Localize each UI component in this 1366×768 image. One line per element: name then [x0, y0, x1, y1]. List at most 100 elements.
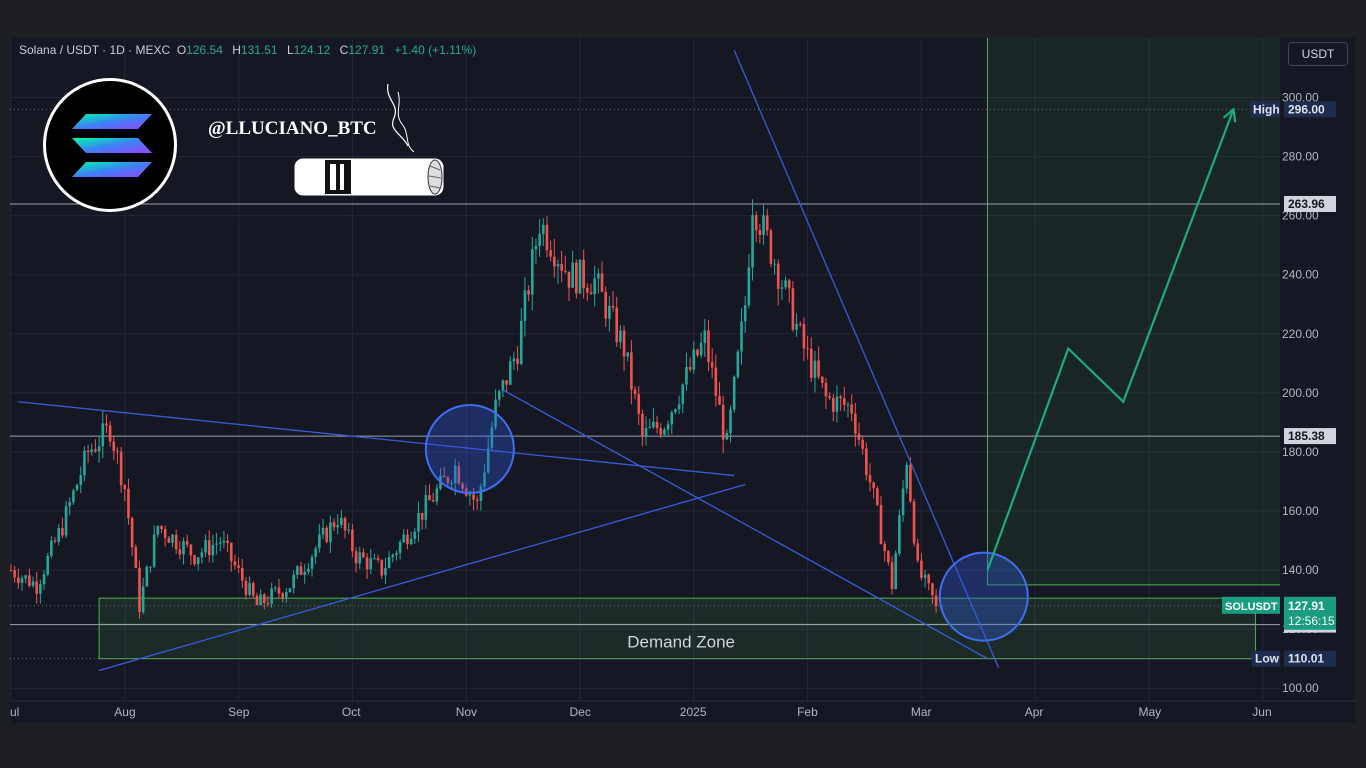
candle-body	[307, 568, 310, 572]
candle-body	[861, 439, 864, 449]
candle-body	[699, 342, 703, 356]
candle	[64, 500, 68, 539]
candle	[435, 484, 439, 506]
chart-panel[interactable]: Demand Zone100.00120.00140.00160.00180.0…	[10, 38, 1355, 723]
candle-body	[108, 425, 112, 442]
candle-body	[347, 529, 351, 531]
candle-body	[626, 352, 630, 357]
candle	[79, 466, 83, 494]
candle-body	[362, 552, 365, 558]
candle-body	[97, 446, 101, 452]
candle	[226, 533, 229, 552]
candle	[119, 447, 123, 493]
candle	[285, 588, 288, 603]
candle-body	[538, 234, 541, 246]
demand-zone-label: Demand Zone	[627, 632, 735, 651]
candle	[259, 589, 262, 606]
candle-body	[351, 529, 354, 552]
candle-body	[564, 270, 567, 272]
candle-body	[765, 215, 769, 231]
candle-body	[141, 586, 145, 613]
candle	[931, 582, 934, 604]
candle-body	[185, 541, 189, 545]
candle	[780, 280, 784, 301]
candle	[714, 354, 718, 407]
candle-body	[395, 552, 398, 555]
candle	[710, 348, 714, 379]
candle-body	[931, 583, 934, 596]
candle	[560, 250, 563, 283]
candle	[486, 436, 490, 474]
candle	[174, 529, 178, 554]
candle-body	[578, 259, 582, 294]
candle-body	[171, 534, 174, 543]
cigar-icon	[294, 83, 444, 196]
price-chart[interactable]: Demand Zone100.00120.00140.00160.00180.0…	[10, 38, 1355, 723]
candle-body	[670, 411, 674, 425]
candle-body	[244, 580, 248, 595]
candle-body	[288, 588, 292, 593]
x-tick-label: Nov	[456, 705, 477, 719]
candle	[626, 352, 630, 362]
candle-body	[714, 367, 718, 396]
candle-body	[64, 506, 68, 536]
candle-body	[145, 566, 149, 587]
candle	[83, 446, 86, 481]
candle-body	[274, 587, 277, 589]
candle-body	[740, 321, 743, 352]
candle-body	[688, 366, 692, 370]
currency-button[interactable]: USDT	[1288, 42, 1348, 66]
candle-body	[718, 395, 721, 405]
candle	[101, 410, 105, 459]
candle	[369, 548, 373, 574]
candle-body	[90, 449, 94, 453]
candle	[413, 528, 417, 544]
candle-body	[189, 544, 193, 556]
candle-body	[79, 475, 83, 485]
candle	[303, 564, 306, 584]
candle-body	[329, 522, 332, 542]
candle-body	[696, 349, 699, 356]
candle-body	[666, 424, 670, 430]
candle	[905, 461, 909, 494]
candle	[292, 570, 295, 594]
trendline	[502, 389, 988, 660]
candle	[398, 539, 402, 560]
candle	[178, 540, 182, 560]
candle-body	[314, 548, 317, 557]
y-tick-label: 160.00	[1282, 504, 1319, 518]
candle-body	[754, 215, 758, 230]
high-value-tag: 296.00	[1288, 102, 1325, 116]
candle-body	[336, 524, 340, 528]
candle	[200, 548, 204, 564]
candle-body	[784, 280, 787, 288]
candle	[277, 578, 281, 599]
candle	[725, 429, 729, 441]
candle-body	[116, 450, 119, 452]
candle	[806, 335, 809, 360]
y-tick-label: 260.00	[1282, 209, 1319, 223]
candle	[912, 498, 916, 547]
candle	[861, 436, 864, 455]
candle-body	[340, 517, 343, 525]
candle	[530, 236, 534, 311]
candle-body	[736, 351, 740, 377]
candle	[270, 582, 273, 608]
candle	[824, 377, 828, 410]
candle-body	[641, 413, 644, 436]
candle	[274, 585, 277, 592]
candle	[296, 565, 299, 579]
candle	[927, 573, 931, 591]
candle	[589, 283, 593, 295]
candle	[395, 550, 398, 561]
candle	[31, 576, 35, 588]
candle-body	[582, 259, 585, 288]
last-symbol-bg	[1222, 596, 1280, 614]
high-label: H	[232, 43, 241, 57]
candle	[362, 548, 365, 559]
candle	[916, 538, 920, 563]
low-label: L	[286, 43, 294, 57]
candle-body	[233, 561, 237, 566]
candle	[740, 308, 743, 365]
candle	[61, 517, 64, 539]
